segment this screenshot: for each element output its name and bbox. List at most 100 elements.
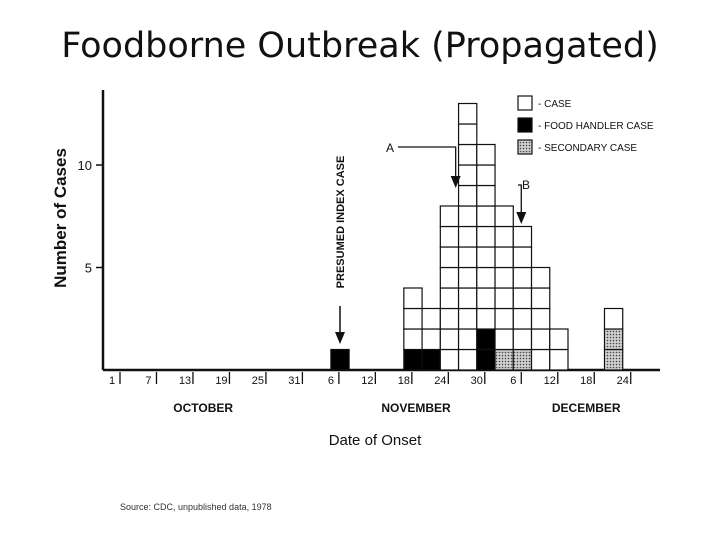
month-label: OCTOBER — [173, 401, 233, 415]
x-tick-label: 7 — [145, 375, 151, 387]
x-tick-label: 24 — [617, 375, 629, 387]
annotation-b-arrowhead — [516, 212, 527, 224]
case-case-cell — [530, 266, 551, 289]
case-case-cell — [457, 102, 478, 125]
case-case-cell — [457, 143, 478, 166]
food-handler-case-cell — [476, 328, 496, 351]
food-handler-case-cell — [476, 348, 496, 371]
annotation-a-label: A — [386, 141, 394, 155]
secondary-case-cell — [603, 348, 624, 371]
y-tick-label: 10 — [78, 158, 92, 173]
x-tick-label: 6 — [328, 375, 334, 387]
case-case-cell — [439, 328, 460, 351]
case-case-cell — [494, 266, 514, 289]
x-tick-label: 25 — [252, 375, 264, 387]
x-tick-label: 1 — [109, 375, 115, 387]
case-case-cell — [457, 225, 478, 248]
case-case-cell — [476, 143, 496, 166]
case-case-cell — [530, 348, 551, 371]
legend-swatch-food-handler — [517, 117, 533, 133]
case-case-cell — [476, 307, 496, 330]
case-case-cell — [457, 287, 478, 310]
case-case-cell — [439, 348, 460, 371]
secondary-case-cell — [603, 328, 624, 351]
x-tick-label: 6 — [510, 375, 516, 387]
slide-title: Foodborne Outbreak (Propagated) — [61, 26, 659, 66]
annotation-b-label: B — [522, 178, 530, 192]
case-case-cell — [476, 266, 496, 289]
case-case-cell — [512, 246, 533, 269]
food-handler-case-cell — [403, 348, 423, 371]
case-case-cell — [457, 328, 478, 351]
case-case-cell — [549, 348, 569, 371]
annotation-b-arrow — [518, 184, 522, 214]
case-case-cell — [476, 184, 496, 207]
case-case-cell — [403, 328, 423, 351]
legend-label: - FOOD HANDLER CASE — [538, 121, 654, 132]
case-case-cell — [457, 184, 478, 207]
case-case-cell — [439, 246, 460, 269]
case-case-cell — [439, 205, 460, 228]
x-tick-label: 18 — [398, 375, 410, 387]
case-case-cell — [512, 266, 533, 289]
legend-swatch-case — [517, 95, 533, 111]
case-case-cell — [549, 328, 569, 351]
food-handler-case-cell — [330, 348, 350, 371]
legend-label: - SECONDARY CASE — [538, 143, 637, 154]
case-case-cell — [494, 328, 514, 351]
case-case-cell — [512, 328, 533, 351]
case-case-cell — [439, 225, 460, 248]
case-case-cell — [530, 307, 551, 330]
case-case-cell — [476, 164, 496, 187]
case-case-cell — [403, 287, 423, 310]
x-axis-title: Date of Onset — [329, 432, 422, 449]
case-case-cell — [494, 287, 514, 310]
legend-swatch-secondary — [517, 139, 533, 155]
case-case-cell — [512, 307, 533, 330]
x-tick-label: 12 — [544, 375, 556, 387]
case-case-cell — [512, 287, 533, 310]
x-tick-label: 18 — [580, 375, 592, 387]
legend-label: - CASE — [538, 99, 572, 110]
annotation-a-arrowhead — [450, 176, 461, 188]
case-case-cell — [457, 205, 478, 228]
case-case-cell — [476, 246, 496, 269]
case-case-cell — [403, 307, 423, 330]
case-case-cell — [421, 328, 441, 351]
case-case-cell — [494, 205, 514, 228]
food-handler-case-cell — [421, 348, 441, 371]
case-case-cell — [457, 123, 478, 146]
case-case-cell — [457, 348, 478, 371]
case-case-cell — [439, 266, 460, 289]
case-case-cell — [439, 307, 460, 330]
case-case-cell — [476, 287, 496, 310]
index-case-arrowhead — [335, 332, 345, 344]
secondary-case-cell — [494, 348, 514, 371]
secondary-case-cell — [512, 348, 533, 371]
x-tick-label: 19 — [215, 375, 227, 387]
case-case-cell — [457, 307, 478, 330]
case-case-cell — [494, 225, 514, 248]
case-case-cell — [476, 205, 496, 228]
case-case-cell — [603, 307, 624, 330]
y-tick-label: 5 — [85, 261, 92, 276]
case-case-cell — [530, 287, 551, 310]
case-case-cell — [421, 307, 441, 330]
case-case-cell — [457, 266, 478, 289]
case-case-cell — [530, 328, 551, 351]
x-tick-label: 31 — [288, 375, 300, 387]
x-tick-label: 30 — [471, 375, 483, 387]
source-note: Source: CDC, unpublished data, 1978 — [120, 502, 272, 512]
case-case-cell — [494, 246, 514, 269]
x-tick-label: 24 — [434, 375, 446, 387]
x-tick-label: 12 — [361, 375, 373, 387]
index-case-annotation: PRESUMED INDEX CASE — [335, 156, 347, 289]
case-case-cell — [457, 164, 478, 187]
case-case-cell — [476, 225, 496, 248]
case-case-cell — [512, 225, 533, 248]
y-axis-title: Number of Cases — [51, 148, 70, 288]
annotation-a-arrow — [398, 146, 457, 178]
case-case-cell — [494, 307, 514, 330]
case-case-cell — [457, 246, 478, 269]
